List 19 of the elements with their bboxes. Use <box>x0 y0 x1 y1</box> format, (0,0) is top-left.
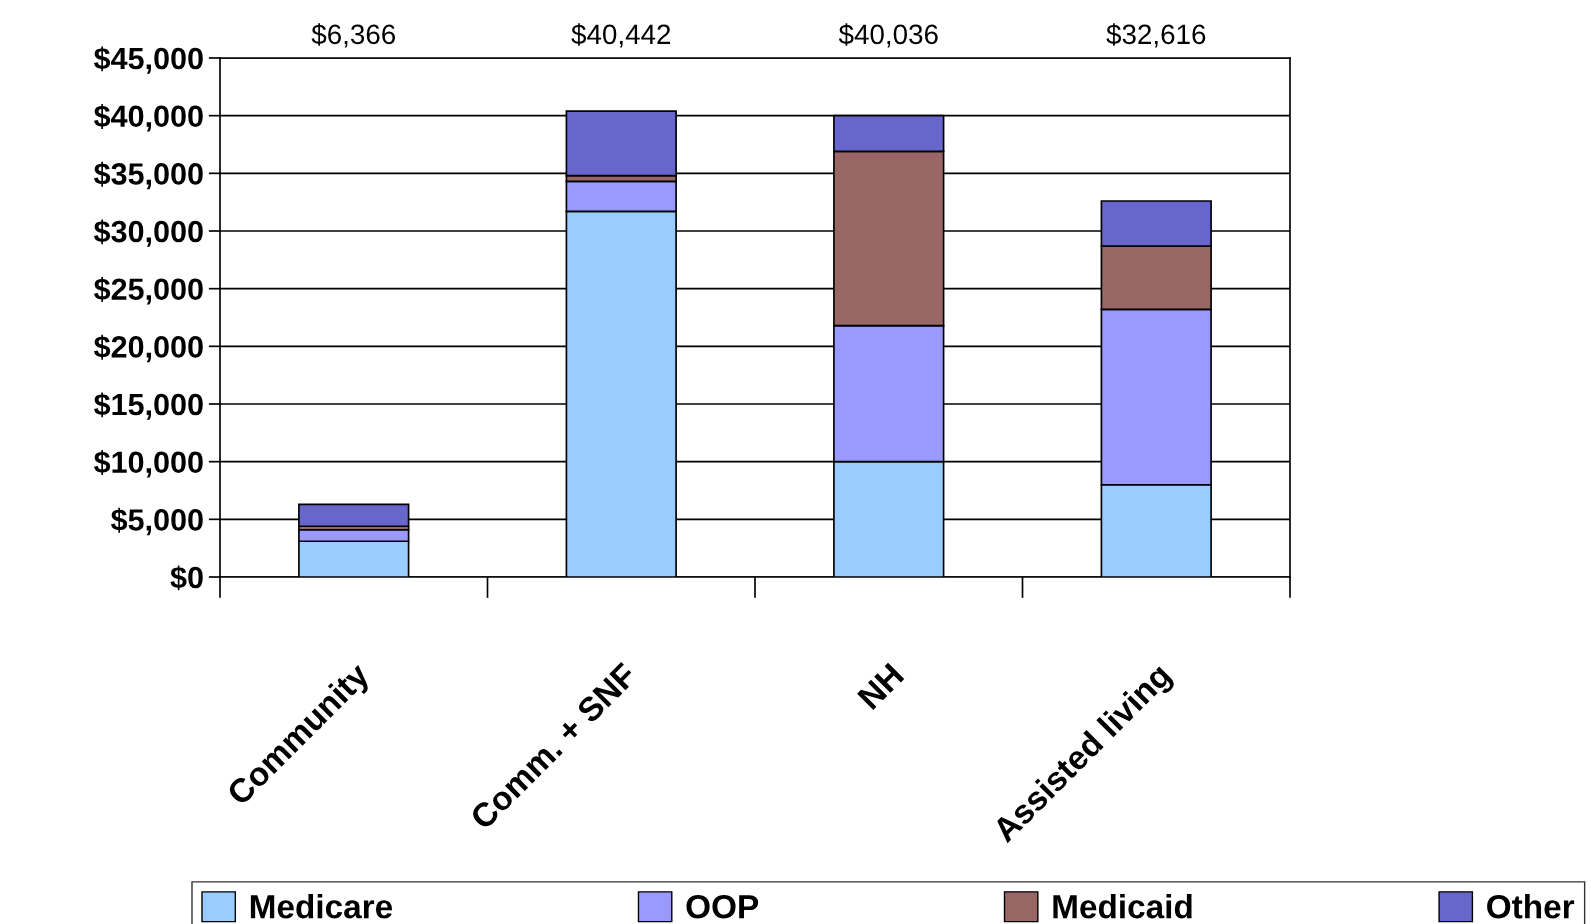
y-tick-label: $20,000 <box>93 334 203 363</box>
legend-label: OOP <box>686 894 759 919</box>
text: $6,366 <box>311 23 396 48</box>
y-tick-label: $45,000 <box>93 46 203 74</box>
y-tick-label: $40,000 <box>93 104 203 132</box>
legend-label: Other <box>1487 894 1575 919</box>
y-tick-label: $30,000 <box>93 219 203 247</box>
y-tick-label: $25,000 <box>93 277 203 305</box>
y-tick-label: $15,000 <box>93 392 203 420</box>
x-tick-label: NH <box>857 662 905 710</box>
text: $40,036 <box>838 23 938 48</box>
y-tick-label: $0 <box>170 565 203 591</box>
legend-label: Medicaid <box>1053 894 1192 919</box>
legend-label: Medicare <box>250 894 393 919</box>
y-tick-label: $10,000 <box>93 450 203 478</box>
text: $40,442 <box>571 23 671 48</box>
y-tick-label: $35,000 <box>93 161 203 190</box>
y-tick-label: $5,000 <box>110 507 203 536</box>
text: $32,616 <box>1106 23 1206 48</box>
